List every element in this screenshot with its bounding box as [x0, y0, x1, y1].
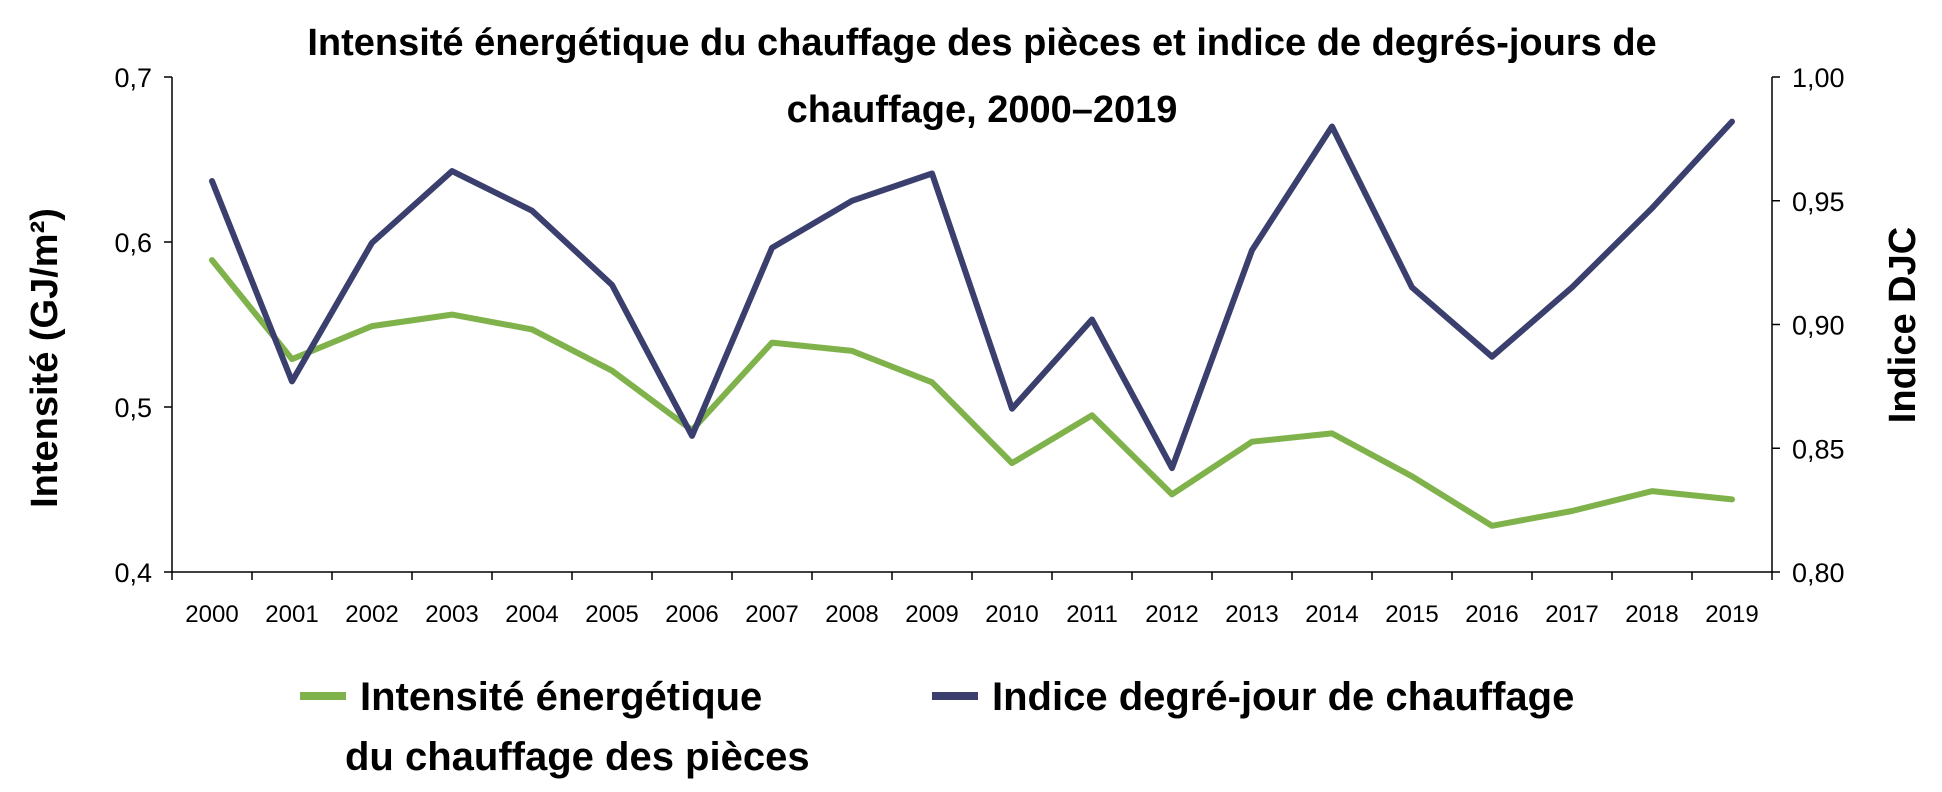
y-left-tick-label: 0,4 [114, 558, 152, 588]
x-tick-label: 2005 [585, 601, 638, 628]
legend-label-intensity-line1: Intensité énergétique [360, 675, 762, 719]
x-tick-label: 2000 [185, 601, 238, 628]
x-tick-label: 2008 [825, 601, 878, 628]
y-right-tick-label: 0,90 [1792, 311, 1845, 341]
x-tick-label: 2013 [1225, 601, 1278, 628]
x-tick-label: 2014 [1305, 601, 1358, 628]
y-axis-left-label: Intensité (GJ/m²) [24, 208, 66, 508]
x-tick-label: 2017 [1545, 601, 1598, 628]
x-tick-label: 2007 [745, 601, 798, 628]
y-left-tick-label: 0,7 [114, 63, 152, 93]
chart-title-line2: chauffage, 2000–2019 [787, 89, 1178, 131]
axes: 0,4 0,5 0,6 0,7 0,80 0,85 0,90 0,95 1,00 2000 2001… [114, 63, 1844, 628]
x-tick-label: 2009 [905, 601, 958, 628]
x-tick-label: 2016 [1465, 601, 1518, 628]
legend-label-hdd-index: Indice degré-jour de chauffage [992, 675, 1574, 719]
legend-label-intensity-line2: du chauffage des pièces [345, 735, 810, 779]
y-axis-right-label: Indice DJC [1882, 227, 1924, 423]
y-right-tick-label: 0,80 [1792, 558, 1845, 588]
x-tick-label: 2018 [1625, 601, 1678, 628]
x-tick-label: 2015 [1385, 601, 1438, 628]
chart-title-line1: Intensité énergétique du chauffage des p… [307, 22, 1656, 64]
x-tick-label: 2012 [1145, 601, 1198, 628]
x-tick-label: 2001 [265, 601, 318, 628]
x-tick-label: 2010 [985, 601, 1038, 628]
series-line-intensity [209, 257, 1735, 529]
x-tick-label: 2006 [665, 601, 718, 628]
y-left-tick-label: 0,6 [114, 228, 152, 258]
y-right-tick-label: 0,95 [1792, 187, 1845, 217]
x-tick-label: 2004 [505, 601, 558, 628]
x-tick-label: 2003 [425, 601, 478, 628]
x-tick-label: 2011 [1066, 601, 1118, 628]
y-right-tick-label: 0,85 [1792, 434, 1845, 464]
y-left-tick-label: 0,5 [114, 393, 152, 423]
legend: Intensité énergétique du chauffage des p… [300, 675, 1574, 779]
y-right-tick-label: 1,00 [1792, 63, 1845, 93]
plot-area [209, 118, 1735, 529]
x-tick-label: 2002 [345, 601, 398, 628]
series-line-hdd-index [209, 118, 1735, 472]
x-tick-label: 2019 [1705, 601, 1758, 628]
